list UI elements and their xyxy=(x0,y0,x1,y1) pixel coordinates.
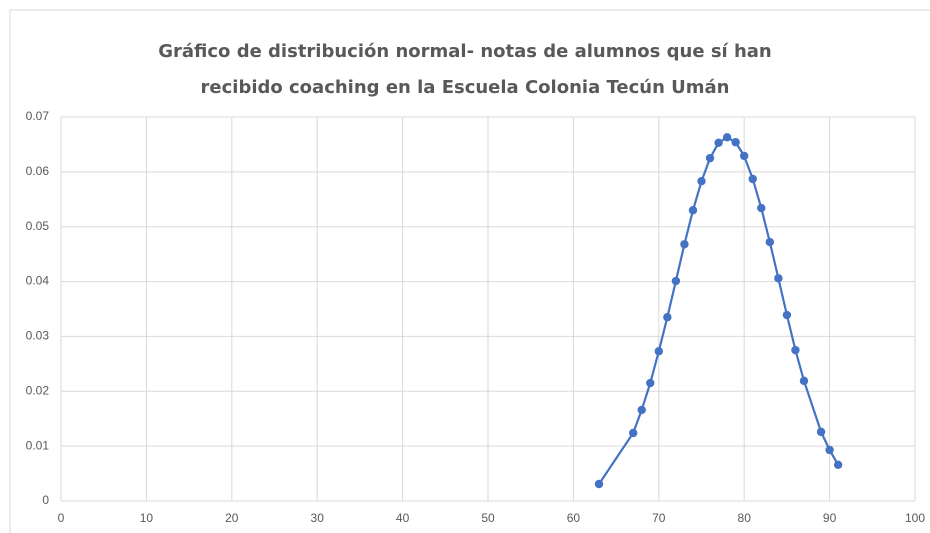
y-tick-label: 0.04 xyxy=(26,274,50,288)
data-point xyxy=(671,276,681,286)
x-tick-label: 50 xyxy=(481,511,495,525)
chart-title: Gráfico de distribución normal- notas de… xyxy=(158,41,772,98)
data-point xyxy=(748,174,757,184)
x-tick-label: 90 xyxy=(823,511,837,525)
x-tick-label: 40 xyxy=(396,511,410,525)
data-point xyxy=(833,460,843,469)
data-point xyxy=(705,153,715,163)
data-point xyxy=(594,479,604,489)
x-tick-label: 20 xyxy=(225,511,239,525)
x-tick-label: 70 xyxy=(652,511,666,525)
x-tick-label: 100 xyxy=(905,511,925,525)
data-point xyxy=(731,138,740,147)
x-tick-label: 10 xyxy=(140,511,154,525)
data-point xyxy=(646,378,655,388)
y-tick-label: 0.03 xyxy=(26,329,50,343)
x-tick-label: 30 xyxy=(311,511,325,525)
x-tick-label: 60 xyxy=(567,511,581,525)
data-point xyxy=(799,376,809,386)
y-tick-label: 0 xyxy=(42,493,49,507)
data-point xyxy=(765,237,775,247)
data-point xyxy=(774,274,783,283)
data-point xyxy=(688,206,698,215)
data-point xyxy=(722,133,732,142)
data-point xyxy=(816,427,826,437)
y-tick-label: 0.06 xyxy=(26,164,50,178)
data-point xyxy=(825,445,834,455)
y-tick-label: 0.02 xyxy=(26,383,50,397)
y-tick-label: 0.05 xyxy=(26,219,50,233)
data-point xyxy=(680,240,689,249)
data-point xyxy=(663,313,672,322)
data-point xyxy=(654,347,663,356)
data-point xyxy=(697,176,706,186)
data-point xyxy=(714,138,723,147)
data-point xyxy=(740,151,749,161)
y-tick-label: 0.07 xyxy=(26,109,50,123)
data-point xyxy=(791,345,800,355)
y-tick-label: 0.01 xyxy=(26,438,50,452)
data-point xyxy=(637,405,646,415)
data-point xyxy=(757,203,766,213)
data-point xyxy=(628,428,638,438)
x-tick-label: 0 xyxy=(58,511,65,525)
x-tick-label: 80 xyxy=(738,511,752,525)
data-point xyxy=(782,310,792,320)
